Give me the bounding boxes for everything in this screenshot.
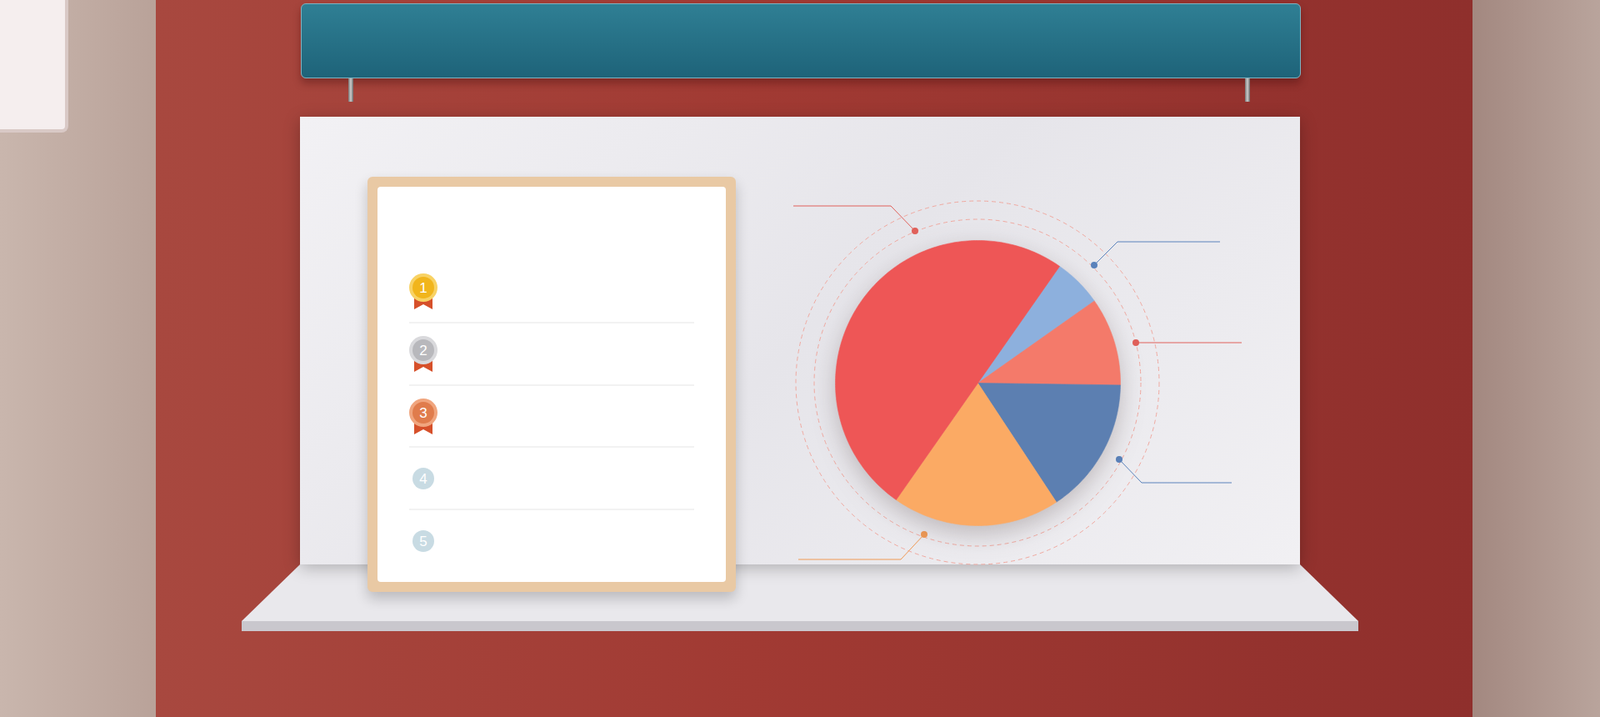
svg-text:4: 4 [419,470,427,487]
svg-text:5: 5 [419,533,427,550]
svg-text:3: 3 [419,405,427,421]
svg-text:2: 2 [419,342,427,359]
svg-text:1: 1 [419,280,427,296]
